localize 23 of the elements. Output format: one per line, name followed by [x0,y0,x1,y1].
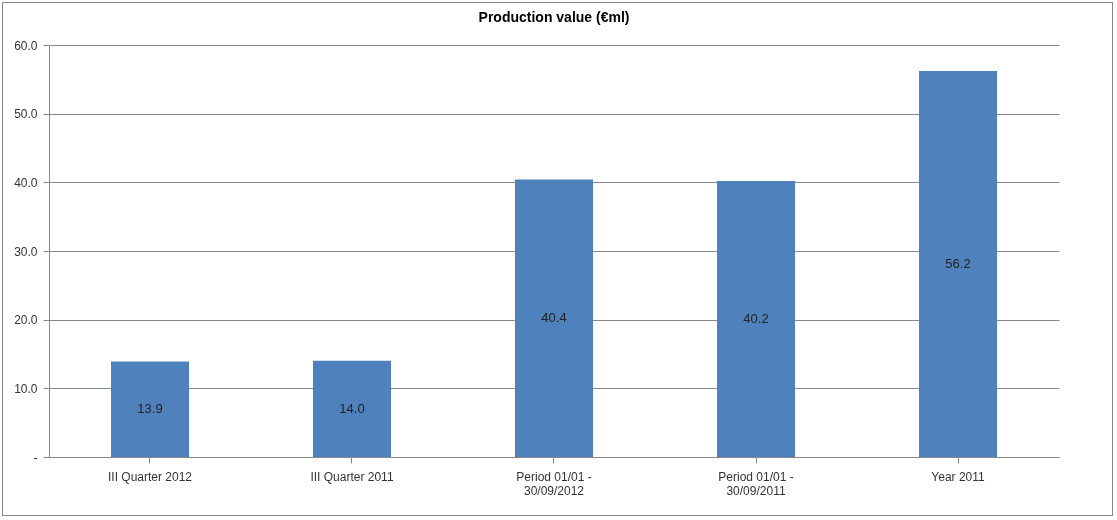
y-tick-label: 20.0 [14,313,38,328]
bar [111,361,189,457]
y-tick-label: 60.0 [14,38,38,53]
y-tick-label: 50.0 [14,107,38,122]
data-label: 14.0 [339,400,365,416]
data-label: 40.4 [541,310,567,326]
chart-title: Production value (€ml) [478,9,630,25]
x-tick-label: III Quarter 2011 [310,469,394,484]
x-tick-label: Period 01/01 - 30/09/2012 [516,469,592,498]
x-tick-label: Year 2011 [931,469,986,484]
y-tick-label: 30.0 [14,244,38,259]
data-label: 56.2 [945,256,971,272]
bar [919,71,997,457]
bar [515,179,593,457]
bar [717,180,795,457]
y-tick-label: 40.0 [14,175,38,190]
x-tick-label: Period 01/01 - 30/09/2011 [718,469,794,498]
y-tick-label: 10.0 [14,381,38,396]
bar [313,360,391,457]
data-label: 40.2 [743,310,769,326]
y-tick-label: - [33,450,38,465]
x-tick-label: III Quarter 2012 [107,469,193,484]
data-label: 13.9 [137,401,163,417]
